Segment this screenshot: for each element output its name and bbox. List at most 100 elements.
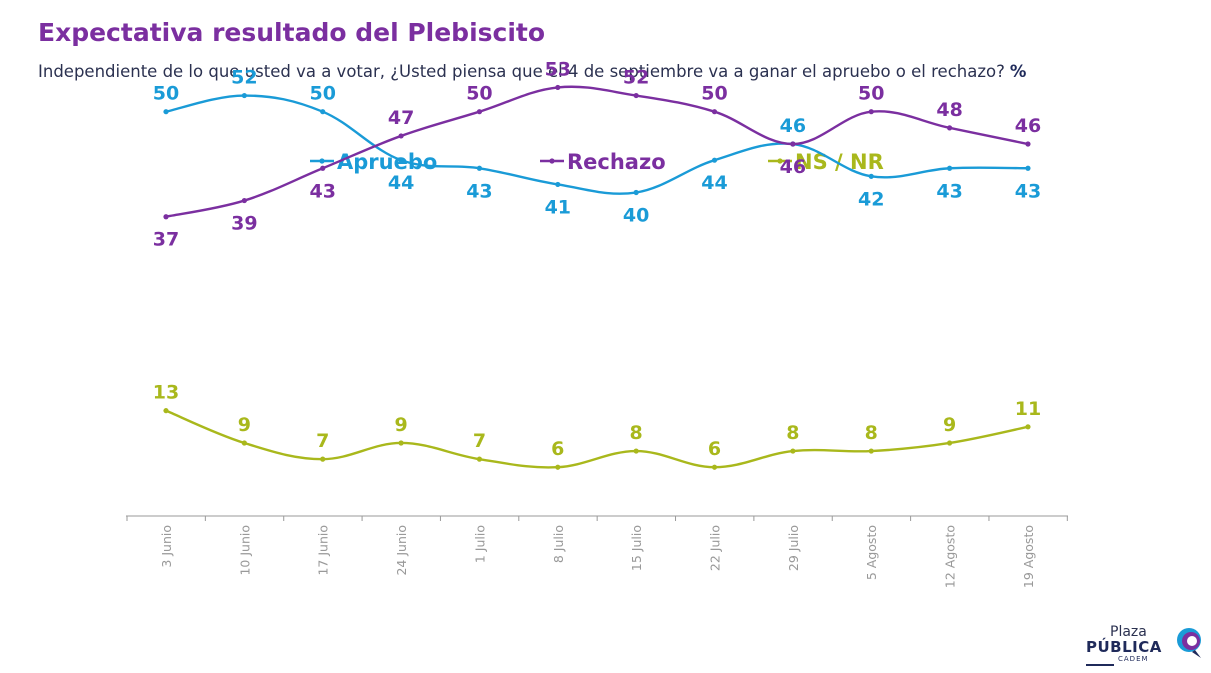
data-label-apruebo: 43 <box>936 180 962 202</box>
chart-subtitle: Independiente de lo que usted va a votar… <box>38 62 1026 81</box>
data-label-rechazo: 48 <box>936 99 962 121</box>
data-label-nsnr: 8 <box>630 422 643 444</box>
data-label-rechazo: 50 <box>466 83 492 105</box>
data-point-apruebo <box>711 157 718 163</box>
data-point-apruebo <box>163 109 169 115</box>
data-label-apruebo: 44 <box>388 172 414 194</box>
data-point-nsnr <box>711 464 718 470</box>
data-label-nsnr: 11 <box>1015 398 1041 420</box>
data-point-apruebo <box>947 165 953 171</box>
data-label-rechazo: 46 <box>1015 115 1041 137</box>
logo-line-1: Plaza <box>1110 624 1147 640</box>
subtitle-question: Independiente de lo que usted va a votar… <box>38 62 1005 81</box>
data-label-rechazo: 43 <box>309 180 335 202</box>
data-point-nsnr <box>790 448 796 454</box>
plaza-publica-cadem-logo: Plaza PÚBLICA CADEM <box>1082 622 1204 668</box>
data-label-rechazo: 50 <box>701 83 727 105</box>
x-tick-label: 19 Agosto <box>1021 525 1036 588</box>
data-point-rechazo <box>398 133 404 139</box>
x-tick-label: 5 Agosto <box>864 525 879 580</box>
data-point-nsnr <box>1025 424 1031 430</box>
data-point-apruebo <box>476 165 483 171</box>
data-point-nsnr <box>320 456 326 462</box>
data-label-rechazo: 46 <box>780 156 806 178</box>
data-point-apruebo <box>555 181 561 188</box>
logo-line-3: CADEM <box>1118 655 1149 663</box>
x-tick-label: 10 Junio <box>237 525 252 576</box>
data-point-apruebo <box>320 109 326 115</box>
x-tick-label: 22 Julio <box>708 525 723 571</box>
data-point-rechazo <box>163 214 169 220</box>
data-label-apruebo: 40 <box>623 205 649 227</box>
data-label-nsnr: 8 <box>865 422 878 444</box>
x-tick-label: 8 Julio <box>551 525 566 563</box>
data-label-apruebo: 50 <box>153 83 179 105</box>
unit-label: % <box>1009 62 1027 81</box>
data-point-nsnr <box>868 448 874 454</box>
x-tick-label: 12 Agosto <box>943 525 958 588</box>
data-point-rechazo <box>711 109 718 115</box>
data-label-nsnr: 9 <box>394 414 407 436</box>
legend-marker-rechazo <box>549 158 555 164</box>
data-point-apruebo <box>241 92 247 99</box>
x-tick-label: 17 Junio <box>316 525 331 576</box>
data-point-nsnr <box>476 456 483 462</box>
chart-title: Expectativa resultado del Plebiscito <box>38 18 546 47</box>
data-label-rechazo: 37 <box>153 229 179 251</box>
data-label-apruebo: 52 <box>231 67 257 89</box>
data-point-rechazo <box>555 84 561 91</box>
data-label-apruebo: 41 <box>545 196 571 218</box>
series-line-apruebo <box>164 94 1030 195</box>
data-point-apruebo <box>868 173 874 179</box>
data-point-nsnr <box>555 464 561 470</box>
data-label-nsnr: 9 <box>943 414 956 436</box>
speech-bubble-icon <box>1177 628 1201 658</box>
data-label-nsnr: 9 <box>238 414 251 436</box>
x-tick-label: 1 Julio <box>472 525 487 563</box>
data-label-nsnr: 6 <box>551 438 564 460</box>
data-label-nsnr: 6 <box>708 438 721 460</box>
data-label-nsnr: 8 <box>786 422 799 444</box>
data-label-nsnr: 13 <box>153 382 179 404</box>
data-point-apruebo <box>1025 165 1031 171</box>
legend-label-rechazo: Rechazo <box>567 150 666 174</box>
data-point-apruebo <box>633 189 639 196</box>
data-point-nsnr <box>163 408 169 414</box>
data-label-apruebo: 43 <box>1015 180 1041 202</box>
data-label-nsnr: 7 <box>316 430 329 452</box>
data-point-nsnr <box>947 440 953 446</box>
data-label-nsnr: 7 <box>473 430 486 452</box>
data-label-rechazo: 39 <box>231 213 257 235</box>
data-label-rechazo: 47 <box>388 107 414 129</box>
logo-line-2: PÚBLICA <box>1086 638 1162 656</box>
x-tick-label: 24 Junio <box>394 525 409 576</box>
data-label-apruebo: 46 <box>780 115 806 137</box>
legend-label-nsnr: NS / NR <box>795 150 884 174</box>
legend-marker-nsnr <box>777 158 783 164</box>
x-tick-label: 15 Julio <box>629 525 644 571</box>
data-label-apruebo: 50 <box>309 83 335 105</box>
x-tick-label: 29 Julio <box>786 525 801 571</box>
data-label-apruebo: 44 <box>701 172 727 194</box>
series-line-nsnr <box>164 409 1030 469</box>
data-point-rechazo <box>476 109 483 115</box>
data-point-nsnr <box>398 440 404 446</box>
data-point-nsnr <box>633 448 639 454</box>
data-label-rechazo: 52 <box>623 67 649 89</box>
data-label-apruebo: 43 <box>466 180 492 202</box>
data-point-rechazo <box>790 141 796 147</box>
x-tick-label: 3 Junio <box>159 525 174 568</box>
data-point-nsnr <box>241 440 247 446</box>
data-point-rechazo <box>1025 141 1031 147</box>
data-label-rechazo: 53 <box>545 58 571 80</box>
legend-marker-apruebo <box>319 158 325 164</box>
data-point-rechazo <box>320 165 326 171</box>
series-line-rechazo <box>164 85 1030 218</box>
data-point-rechazo <box>241 197 247 204</box>
logo-underline <box>1086 664 1114 666</box>
data-point-rechazo <box>868 109 874 115</box>
data-point-rechazo <box>947 125 953 131</box>
data-label-apruebo: 42 <box>858 188 884 210</box>
data-point-apruebo <box>398 157 404 163</box>
